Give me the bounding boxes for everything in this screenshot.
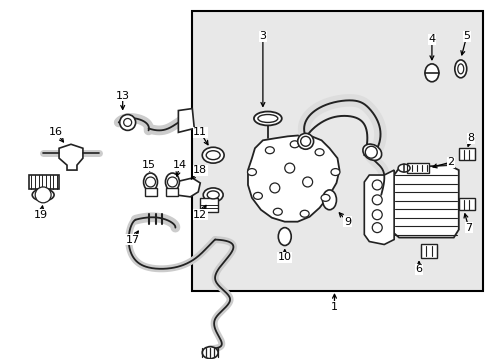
Ellipse shape xyxy=(454,60,466,78)
Text: 7: 7 xyxy=(464,222,471,233)
Text: 15: 15 xyxy=(141,160,155,170)
Bar xyxy=(144,188,156,196)
Text: 11: 11 xyxy=(193,127,207,138)
Ellipse shape xyxy=(273,208,282,215)
Circle shape xyxy=(371,210,382,220)
Polygon shape xyxy=(170,178,200,197)
Text: 1: 1 xyxy=(330,302,337,312)
Text: 2: 2 xyxy=(447,157,453,167)
Ellipse shape xyxy=(330,168,339,176)
Text: 18: 18 xyxy=(193,165,207,175)
Polygon shape xyxy=(59,144,83,170)
Text: 16: 16 xyxy=(49,127,63,138)
Circle shape xyxy=(269,183,279,193)
Ellipse shape xyxy=(257,114,277,122)
Ellipse shape xyxy=(253,192,262,199)
Ellipse shape xyxy=(297,133,313,149)
Polygon shape xyxy=(247,135,339,222)
Ellipse shape xyxy=(457,64,463,74)
Circle shape xyxy=(300,136,310,146)
Circle shape xyxy=(371,180,382,190)
Ellipse shape xyxy=(278,228,291,246)
Polygon shape xyxy=(391,165,458,238)
Bar xyxy=(192,11,482,291)
Ellipse shape xyxy=(424,64,438,82)
Circle shape xyxy=(302,177,312,187)
Bar xyxy=(458,198,474,210)
Ellipse shape xyxy=(165,173,179,191)
Ellipse shape xyxy=(423,247,433,256)
Circle shape xyxy=(145,177,155,187)
Ellipse shape xyxy=(202,347,218,359)
Ellipse shape xyxy=(322,190,336,210)
Ellipse shape xyxy=(265,147,274,154)
Circle shape xyxy=(371,223,382,233)
Polygon shape xyxy=(364,170,393,244)
Circle shape xyxy=(35,187,51,203)
Ellipse shape xyxy=(290,141,299,148)
Text: 6: 6 xyxy=(415,264,422,274)
Bar xyxy=(458,148,474,160)
Ellipse shape xyxy=(362,144,381,160)
Ellipse shape xyxy=(206,151,220,159)
Circle shape xyxy=(365,146,376,158)
Ellipse shape xyxy=(253,112,281,125)
Bar xyxy=(166,188,178,196)
Ellipse shape xyxy=(202,147,224,163)
Circle shape xyxy=(284,163,294,173)
Text: 9: 9 xyxy=(343,217,350,227)
Bar xyxy=(420,244,436,258)
Ellipse shape xyxy=(203,188,223,202)
Ellipse shape xyxy=(397,164,409,172)
Text: 3: 3 xyxy=(259,31,266,41)
Ellipse shape xyxy=(461,200,471,210)
Text: 13: 13 xyxy=(116,91,129,101)
Ellipse shape xyxy=(247,168,256,176)
Text: 8: 8 xyxy=(466,133,473,143)
Text: 17: 17 xyxy=(125,234,140,244)
Bar xyxy=(29,175,59,189)
Ellipse shape xyxy=(300,210,308,217)
Circle shape xyxy=(167,177,177,187)
Text: 12: 12 xyxy=(193,210,207,220)
Text: 10: 10 xyxy=(277,252,291,262)
Text: 4: 4 xyxy=(427,34,435,44)
Polygon shape xyxy=(178,109,194,132)
Text: 19: 19 xyxy=(34,210,48,220)
Ellipse shape xyxy=(143,173,157,191)
Ellipse shape xyxy=(321,194,329,201)
Ellipse shape xyxy=(314,149,324,156)
Circle shape xyxy=(371,195,382,205)
Ellipse shape xyxy=(32,189,54,201)
Ellipse shape xyxy=(207,191,219,199)
Circle shape xyxy=(123,118,131,126)
Bar xyxy=(200,198,218,212)
Circle shape xyxy=(120,114,135,130)
Bar xyxy=(406,163,428,173)
Ellipse shape xyxy=(461,150,471,160)
Text: 14: 14 xyxy=(173,160,187,170)
Text: 5: 5 xyxy=(462,31,469,41)
